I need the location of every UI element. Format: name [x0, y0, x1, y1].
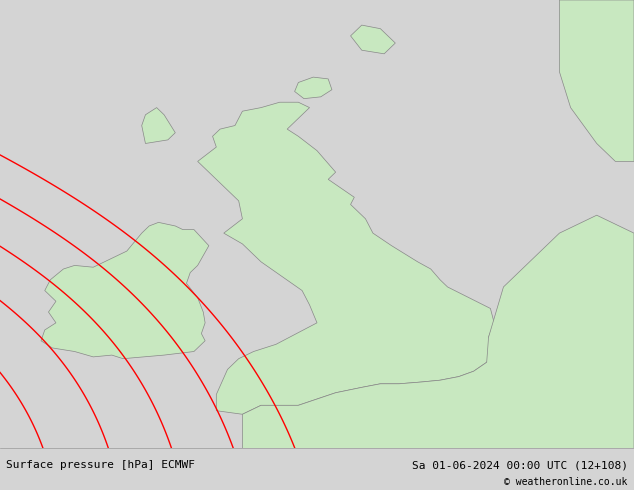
Polygon shape: [242, 215, 634, 448]
Polygon shape: [142, 108, 175, 144]
Text: Surface pressure [hPa] ECMWF: Surface pressure [hPa] ECMWF: [6, 460, 195, 470]
Polygon shape: [351, 25, 396, 54]
Polygon shape: [41, 222, 209, 359]
Text: Sa 01-06-2024 00:00 UTC (12+108): Sa 01-06-2024 00:00 UTC (12+108): [411, 460, 628, 470]
Polygon shape: [559, 0, 634, 161]
Text: © weatheronline.co.uk: © weatheronline.co.uk: [504, 477, 628, 487]
Polygon shape: [198, 102, 494, 414]
Polygon shape: [295, 77, 332, 98]
